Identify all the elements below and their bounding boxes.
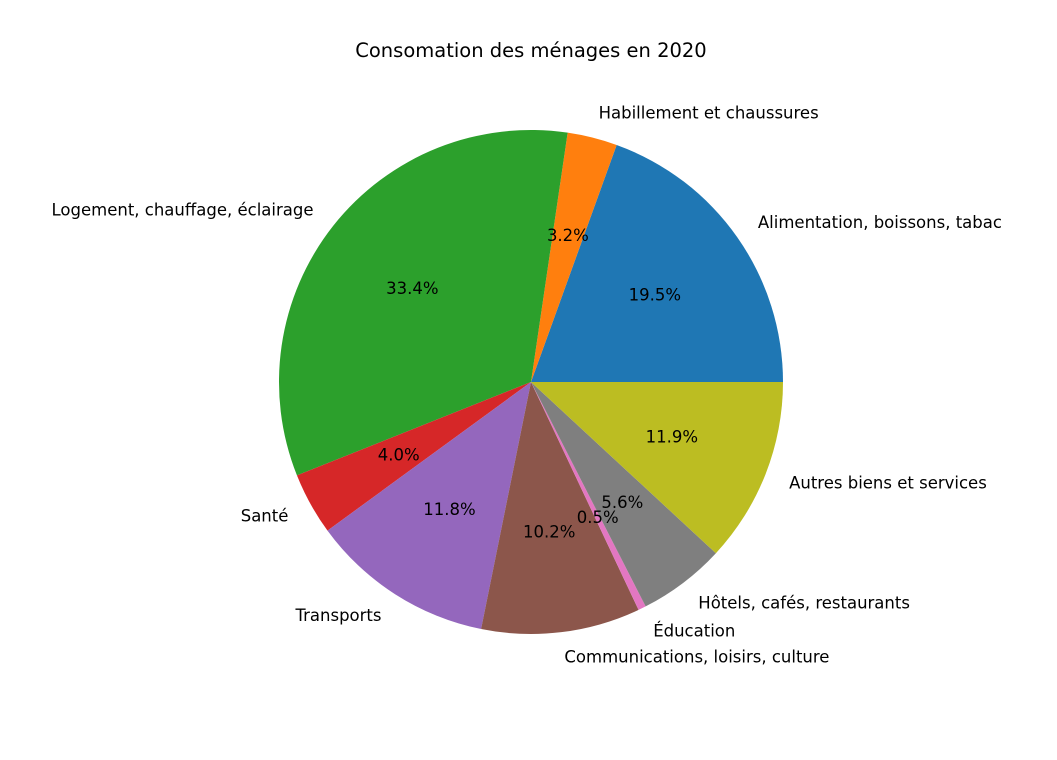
pie-slice bbox=[278, 130, 568, 476]
slice-category-label: Hôtels, cafés, restaurants bbox=[698, 594, 910, 613]
slice-percent-label: 11.8% bbox=[423, 500, 475, 519]
slice-percent-label: 33.4% bbox=[386, 279, 438, 298]
pie-slice bbox=[531, 145, 783, 382]
pie-slices bbox=[278, 130, 783, 634]
slice-percent-label: 10.2% bbox=[523, 523, 575, 542]
chart-title: Consomation des ménages en 2020 bbox=[355, 39, 706, 62]
pie-slice bbox=[327, 382, 531, 630]
pie-slice bbox=[531, 382, 646, 610]
slice-percent-label: 0.5% bbox=[577, 508, 619, 527]
slice-category-label: Alimentation, boissons, tabac bbox=[758, 213, 1002, 232]
slice-percent-label: 4.0% bbox=[378, 446, 420, 465]
pie-percent-labels: 19.5% 3.2% 33.4% 4.0% 11.8% 10.2%0.5%5.6% 11.9… bbox=[378, 226, 698, 542]
pie-category-labels: Alimentation, boissons, tabac Habillement… bbox=[52, 104, 1002, 667]
slice-percent-label: 3.2% bbox=[547, 226, 589, 245]
slice-category-label: Habillement et chaussures bbox=[599, 104, 819, 123]
slice-percent-label: 5.6% bbox=[601, 493, 643, 512]
slice-category-label: Autres biens et services bbox=[789, 474, 987, 493]
slice-category-label: Santé bbox=[241, 507, 289, 526]
slice-percent-label: 19.5% bbox=[629, 286, 681, 305]
pie-slice bbox=[531, 382, 783, 554]
slice-category-label: Éducation bbox=[653, 621, 735, 640]
pie-slice bbox=[296, 382, 531, 531]
slice-percent-label: 11.9% bbox=[646, 428, 698, 447]
slice-category-label: Communications, loisirs, culture bbox=[564, 648, 829, 667]
slice-category-label: Transports bbox=[294, 606, 381, 625]
slice-category-label: Logement, chauffage, éclairage bbox=[52, 201, 314, 220]
pie-slice bbox=[531, 132, 617, 382]
pie-slice bbox=[531, 382, 716, 607]
pie-slice bbox=[481, 382, 639, 634]
